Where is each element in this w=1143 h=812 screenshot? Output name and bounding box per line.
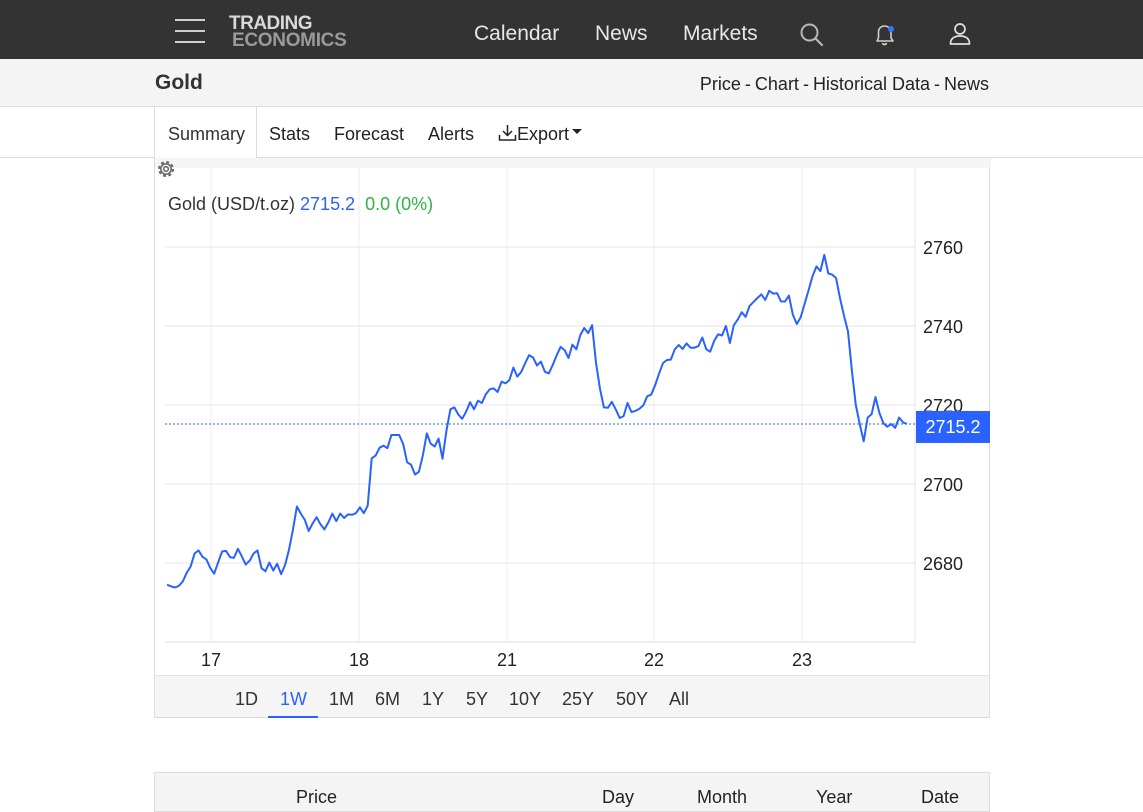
tab-stats[interactable]: Stats [269, 124, 311, 144]
price-tag-box [916, 410, 990, 443]
range-6m[interactable]: 6M [375, 689, 401, 709]
range-1d[interactable]: 1D [235, 689, 259, 709]
range-active-underline [268, 716, 318, 718]
price-series-line [166, 253, 908, 589]
header-link-chart[interactable]: Chart [754, 74, 799, 94]
export-dropdown[interactable]: Export [498, 124, 583, 145]
logo-line1: TRADING [229, 13, 313, 34]
x-tick-label: 22 [644, 650, 664, 670]
separator: - [744, 74, 751, 94]
instrument-header: Gold Price - Chart - Historical Data - News [0, 59, 1143, 107]
column-header-year: Year [816, 787, 853, 807]
price-tag-value: 2715.2 [925, 417, 980, 437]
tab-summary-label: Summary [168, 124, 246, 144]
x-tick-label: 17 [201, 650, 221, 670]
x-tick-label: 18 [349, 650, 369, 670]
column-header-day: Day [602, 787, 635, 807]
column-header-price: Price [296, 787, 338, 807]
last-price: 2715.2 [300, 194, 355, 214]
chart-top-strip [155, 158, 991, 168]
range-1w[interactable]: 1W [280, 689, 307, 709]
price-table-header: Price Day Month Year Date [154, 772, 990, 812]
header-links: Price - Chart - Historical Data - News [700, 74, 989, 95]
caret-down-icon [572, 129, 583, 134]
column-header-month: Month [697, 787, 748, 807]
tab-summary[interactable]: Summary [154, 106, 257, 159]
nav-link-markets[interactable]: Markets [683, 22, 758, 45]
page-title: Gold [155, 71, 203, 94]
tab-forecast[interactable]: Forecast [334, 124, 405, 144]
header-link-historical-data[interactable]: Historical Data [812, 74, 930, 94]
tab-alerts[interactable]: Alerts [428, 124, 475, 144]
range-selector: 1D 1W 1M 6M 1Y 5Y 10Y 25Y 50Y All [155, 675, 989, 718]
chart-panel: 2680 2700 2720 2740 2760 17 18 21 22 23 2715.2 G… [154, 158, 991, 718]
tab-bar: Summary Stats Forecast Alerts Export [0, 106, 1143, 159]
separator: - [933, 74, 940, 94]
logo[interactable]: TRADING ECONOMICS [229, 14, 379, 54]
logo-line2: ECONOMICS [232, 30, 347, 51]
x-tick-label: 21 [497, 650, 517, 670]
range-10y[interactable]: 10Y [509, 689, 542, 709]
settings-gear-icon[interactable] [155, 158, 177, 180]
range-1y[interactable]: 1Y [422, 689, 445, 709]
header-link-price[interactable]: Price [699, 74, 741, 94]
y-tick-label: 2680 [923, 554, 963, 574]
range-50y[interactable]: 50Y [616, 689, 649, 709]
range-all[interactable]: All [669, 689, 690, 709]
range-25y[interactable]: 25Y [562, 689, 595, 709]
column-header-date: Date [921, 787, 960, 807]
nav-link-calendar[interactable]: Calendar [474, 22, 560, 45]
price-change: 0.0 (0%) [365, 194, 433, 214]
top-navbar: TRADING ECONOMICS Calendar News Markets [0, 0, 1143, 59]
download-icon [498, 125, 517, 141]
bell-icon[interactable] [872, 22, 898, 48]
y-tick-label: 2740 [923, 317, 963, 337]
instrument-label: Gold (USD/t.oz) [168, 194, 295, 214]
user-icon[interactable] [947, 21, 973, 47]
search-icon[interactable] [799, 22, 825, 48]
y-tick-label: 2700 [923, 475, 963, 495]
export-label: Export [517, 124, 570, 144]
menu-icon[interactable] [175, 19, 205, 43]
separator: - [802, 74, 809, 94]
range-5y[interactable]: 5Y [466, 689, 489, 709]
chart-legend: Gold (USD/t.oz) 2715.2 0.0 (0%) [168, 194, 433, 214]
x-tick-label: 23 [792, 650, 812, 670]
range-1m[interactable]: 1M [329, 689, 355, 709]
y-tick-label: 2760 [923, 238, 963, 258]
price-tag: 2715.2 [916, 410, 990, 443]
header-link-news[interactable]: News [943, 74, 989, 94]
nav-link-news[interactable]: News [595, 22, 648, 45]
